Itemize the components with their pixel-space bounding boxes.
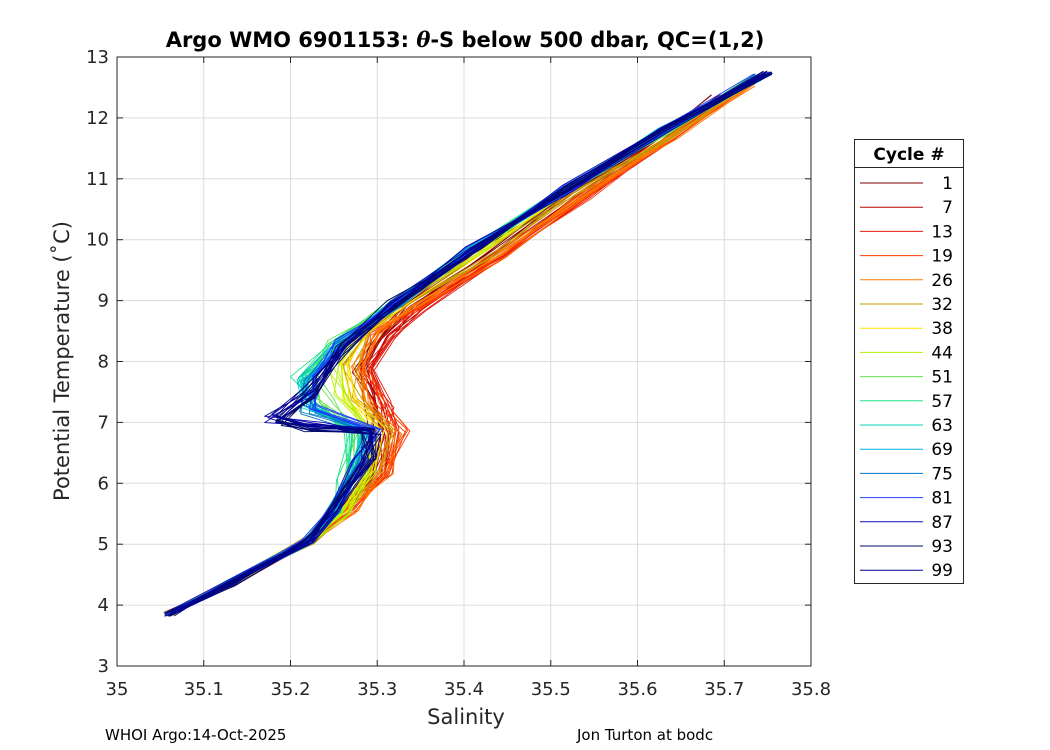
legend: Cycle # 1 7 13 19 26 32 38 44 51 57 63 69 75 81 87 93 99 [854, 139, 964, 584]
y-tick-label: 13 [86, 47, 109, 68]
legend-item: 26 [860, 271, 953, 291]
series-line [164, 70, 768, 615]
y-tick-label: 11 [86, 169, 109, 190]
legend-label: 19 [931, 247, 953, 267]
legend-item: 63 [860, 416, 953, 436]
legend-label: 1 [942, 174, 953, 194]
legend-item: 81 [860, 489, 953, 509]
legend-label: 44 [931, 343, 953, 363]
y-axis-ticks: 3 4 5 6 7 8 9 10 11 12 13 [86, 47, 811, 677]
legend-label: 38 [931, 319, 953, 339]
legend-label: 51 [931, 368, 953, 388]
x-tick-label: 35.4 [444, 679, 484, 700]
legend-item: 69 [860, 440, 953, 460]
y-tick-label: 3 [98, 656, 109, 677]
legend-label: 99 [931, 561, 953, 581]
legend-item: 99 [860, 561, 953, 581]
legend-label: 32 [931, 295, 953, 315]
x-tick-label: 35 [106, 679, 129, 700]
y-tick-label: 8 [98, 352, 109, 373]
legend-items: 1 7 13 19 26 32 38 44 51 57 63 69 75 81 87 93 99 [860, 174, 953, 581]
legend-item: 44 [860, 343, 953, 363]
legend-title: Cycle # [873, 145, 944, 165]
legend-box [854, 139, 964, 584]
x-tick-label: 35.2 [270, 679, 310, 700]
legend-label: 81 [931, 489, 953, 509]
legend-item: 51 [860, 368, 953, 388]
x-tick-label: 35.1 [184, 679, 224, 700]
legend-item: 19 [860, 247, 953, 267]
legend-item: 87 [860, 513, 953, 533]
series-layer [163, 70, 773, 617]
legend-label: 69 [931, 440, 953, 460]
series-line [167, 73, 770, 617]
legend-item: 1 [860, 174, 953, 194]
legend-label: 93 [931, 537, 953, 557]
x-axis-ticks: 35 35.1 35.2 35.3 35.4 35.5 35.6 35.7 35.8 [106, 57, 831, 700]
legend-label: 26 [931, 271, 953, 291]
legend-item: 38 [860, 319, 953, 339]
y-tick-label: 6 [98, 473, 109, 494]
y-tick-label: 10 [86, 230, 109, 251]
legend-item: 32 [860, 295, 953, 315]
x-tick-label: 35.3 [357, 679, 397, 700]
legend-item: 57 [860, 392, 953, 412]
x-tick-label: 35.8 [791, 679, 831, 700]
footer-credit-left: WHOI Argo:14-Oct-2025 [105, 726, 287, 744]
y-axis-label: Potential Temperature (˚C) [50, 221, 74, 501]
y-tick-label: 5 [98, 534, 109, 555]
legend-label: 7 [942, 198, 953, 218]
legend-item: 93 [860, 537, 953, 557]
x-tick-label: 35.7 [704, 679, 744, 700]
y-tick-label: 7 [98, 412, 109, 433]
series-99 [164, 70, 773, 617]
y-tick-label: 12 [86, 108, 109, 129]
legend-item: 7 [860, 198, 953, 218]
chart-title: Argo WMO 6901153: θ-S below 500 dbar, QC… [166, 27, 765, 52]
legend-label: 63 [931, 416, 953, 436]
series-line [170, 73, 766, 615]
x-tick-label: 35.5 [531, 679, 571, 700]
legend-label: 75 [931, 464, 953, 484]
x-axis-label: Salinity [427, 705, 505, 729]
x-tick-label: 35.6 [617, 679, 657, 700]
legend-label: 13 [931, 222, 953, 242]
legend-item: 75 [860, 464, 953, 484]
legend-item: 13 [860, 222, 953, 242]
footer-credit-right: Jon Turton at bodc [577, 726, 714, 744]
y-tick-label: 4 [98, 595, 109, 616]
legend-label: 57 [931, 392, 953, 412]
legend-label: 87 [931, 513, 953, 533]
y-tick-label: 9 [98, 291, 109, 312]
